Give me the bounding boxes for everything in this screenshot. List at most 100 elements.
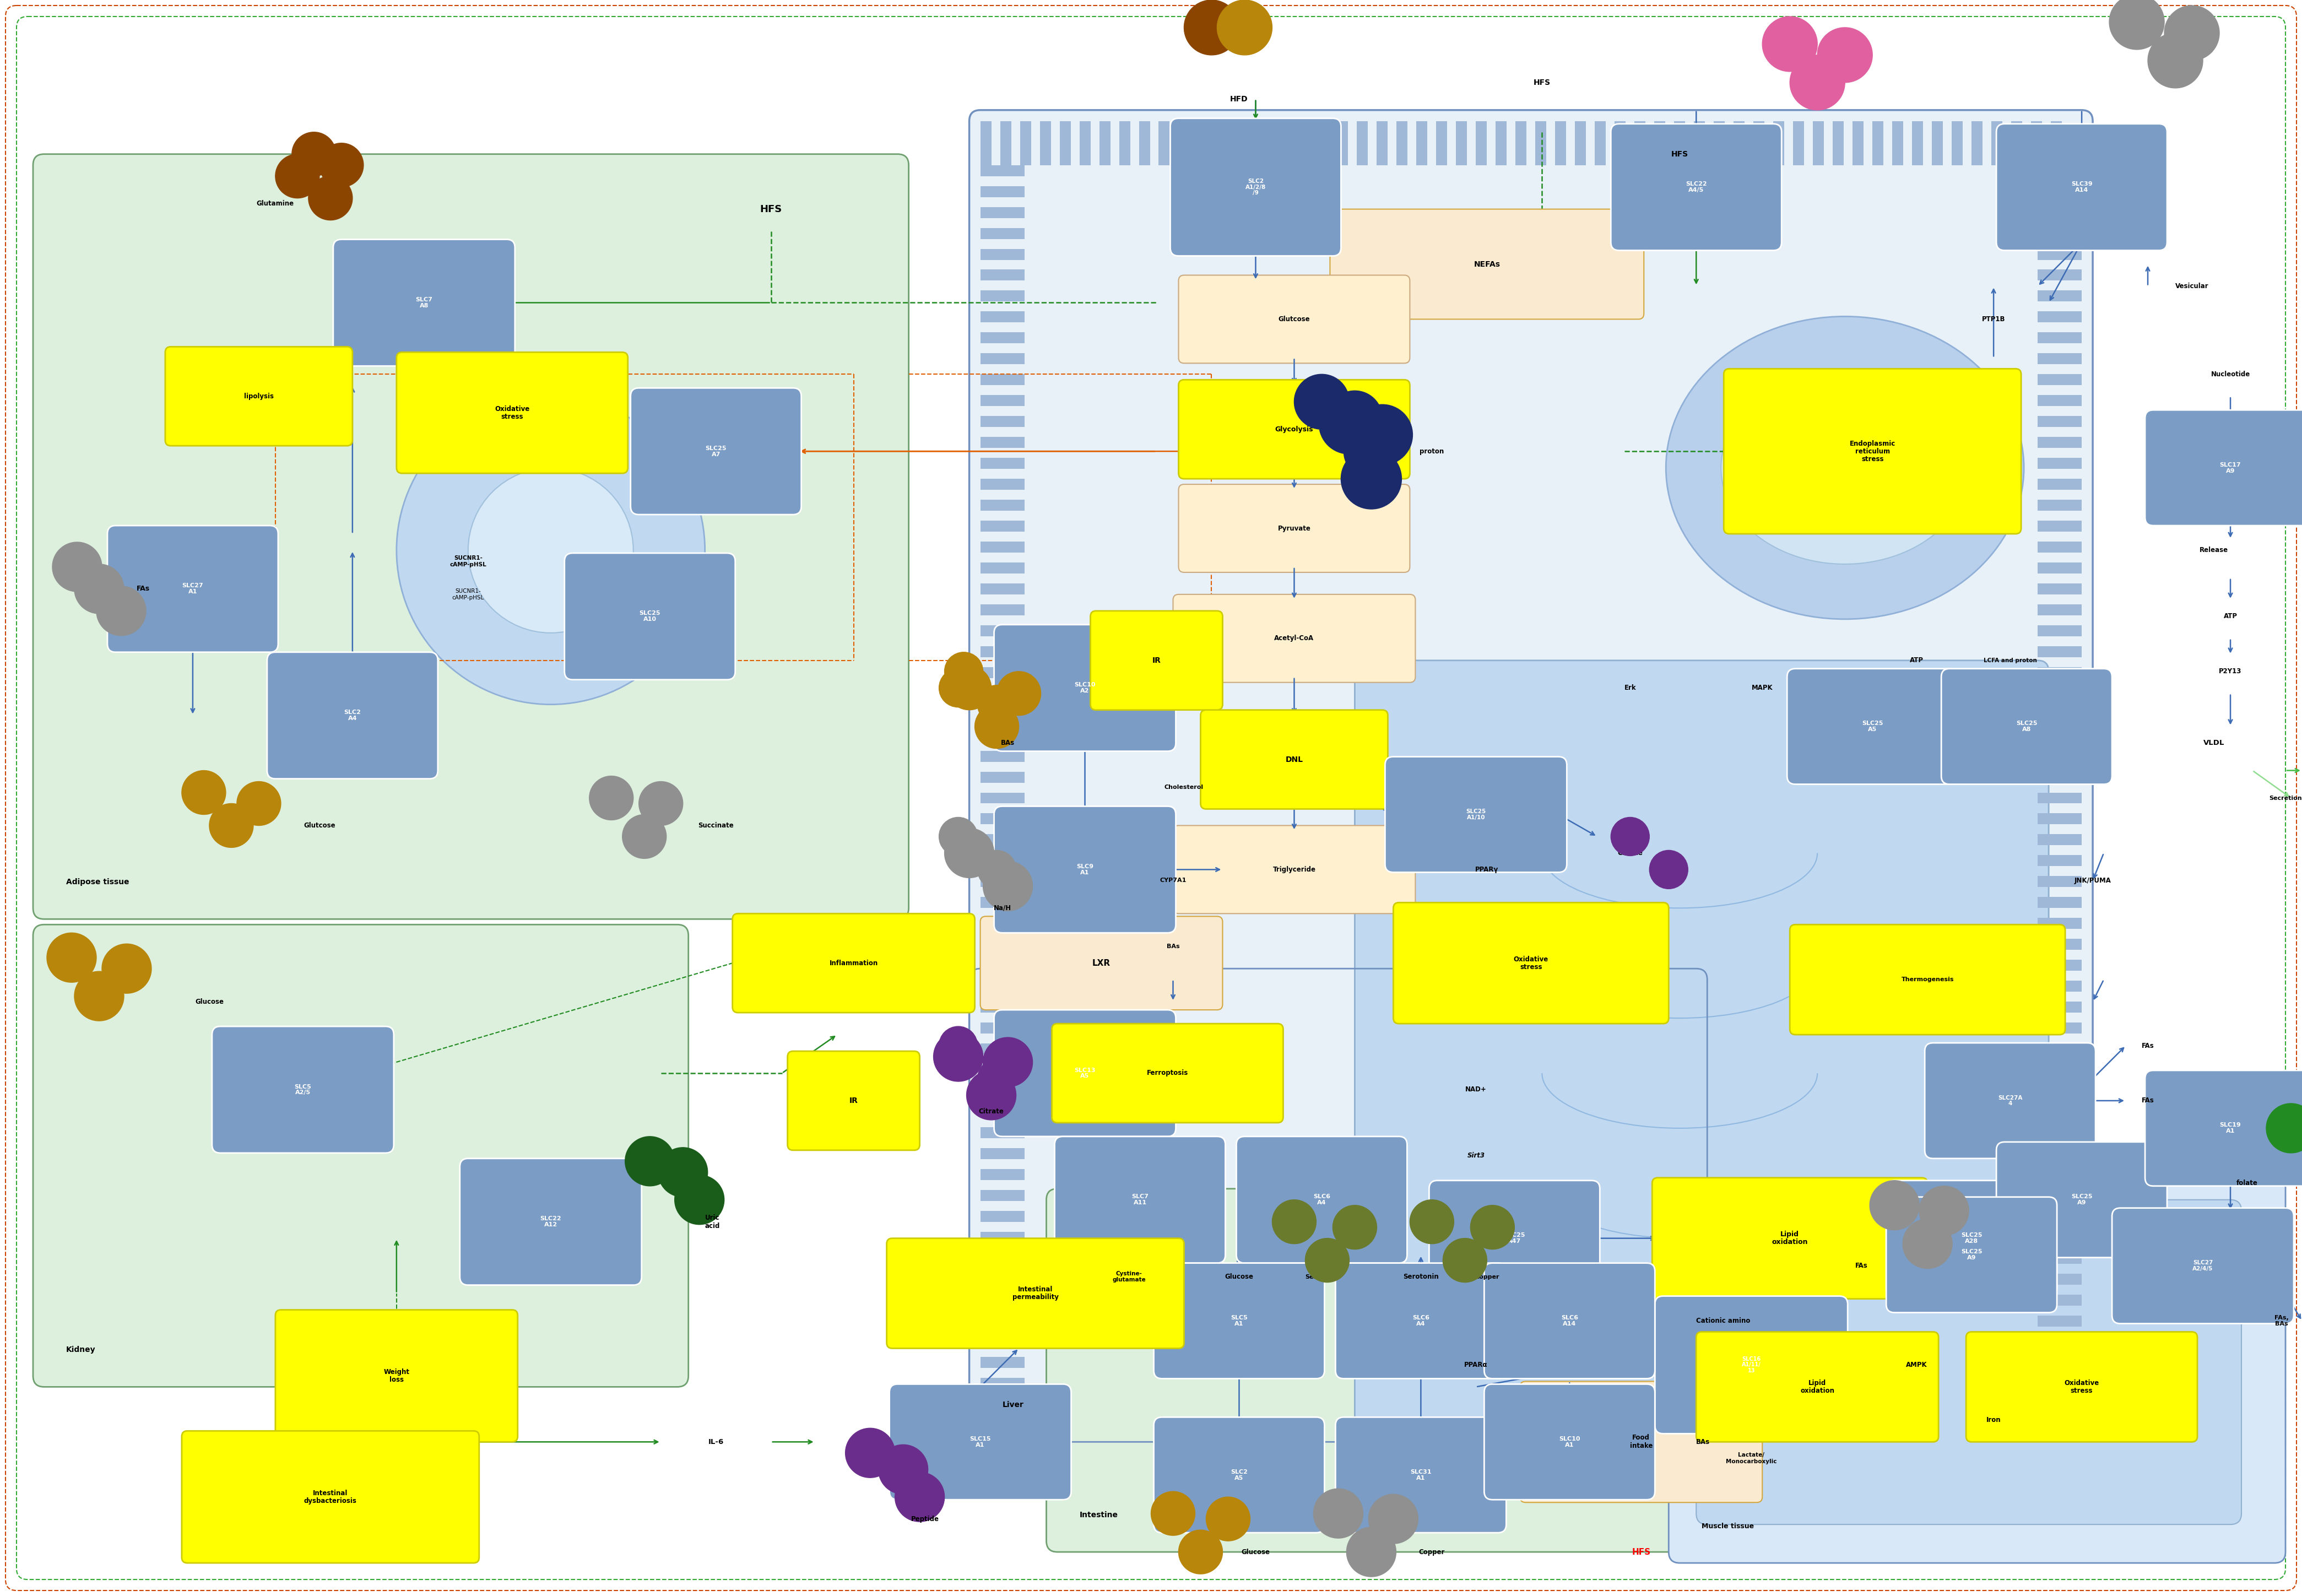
Circle shape [1443, 1238, 1487, 1282]
Bar [981, 541, 1024, 552]
Text: CYP7A1: CYP7A1 [1160, 878, 1186, 883]
Bar [981, 605, 1024, 616]
Text: SLC27
A1: SLC27 A1 [182, 583, 203, 595]
Circle shape [74, 972, 124, 1021]
Circle shape [1314, 1489, 1363, 1539]
Text: Glutamine: Glutamine [256, 199, 295, 207]
Text: SLC25
A1/10: SLC25 A1/10 [1466, 809, 1485, 820]
Bar [981, 1023, 1024, 1034]
Circle shape [2109, 0, 2164, 49]
FancyBboxPatch shape [182, 1432, 479, 1562]
FancyBboxPatch shape [1386, 757, 1568, 873]
Bar [2037, 646, 2081, 658]
Circle shape [1651, 851, 1687, 889]
Circle shape [946, 666, 992, 710]
Bar [981, 290, 1024, 302]
Text: proton: proton [1420, 448, 1443, 455]
Text: SLC25
A9: SLC25 A9 [1961, 1250, 1982, 1261]
FancyBboxPatch shape [1655, 1296, 1849, 1433]
Circle shape [1151, 1491, 1195, 1535]
Bar [1872, 121, 1883, 164]
FancyBboxPatch shape [2145, 1071, 2302, 1186]
Bar [2037, 750, 2081, 761]
Bar [981, 520, 1024, 531]
Text: IL-6: IL-6 [709, 1438, 723, 1446]
Text: Lipid
oxidation: Lipid oxidation [1773, 1231, 1807, 1246]
Bar [1595, 121, 1607, 164]
Text: SLC6
A4: SLC6 A4 [1312, 1194, 1331, 1205]
Text: Triglyceride: Triglyceride [1273, 867, 1317, 873]
Circle shape [1869, 1181, 1920, 1231]
Bar [1634, 121, 1646, 164]
Circle shape [1179, 1531, 1222, 1574]
Bar [2037, 396, 2081, 405]
Bar [981, 311, 1024, 322]
Circle shape [1294, 373, 1349, 429]
Bar [2037, 187, 2081, 196]
FancyBboxPatch shape [1054, 1136, 1225, 1262]
Bar [2037, 835, 2081, 846]
Text: SUCNR1-
cAMP-pHSL: SUCNR1- cAMP-pHSL [449, 555, 486, 567]
Circle shape [1319, 394, 1379, 453]
Circle shape [2265, 1103, 2302, 1152]
Bar [2037, 1148, 2081, 1159]
Bar [981, 353, 1024, 364]
Text: Liver: Liver [1001, 1401, 1024, 1409]
Bar [2037, 1002, 2081, 1012]
Text: Cholesterol: Cholesterol [1165, 784, 1204, 790]
FancyBboxPatch shape [1669, 1144, 2286, 1562]
FancyBboxPatch shape [994, 806, 1176, 932]
Bar [2037, 584, 2081, 594]
Circle shape [978, 685, 1015, 723]
Text: SLC2
A5: SLC2 A5 [1232, 1470, 1248, 1481]
Text: HFS: HFS [1632, 1548, 1651, 1556]
Text: Food
intake: Food intake [1630, 1435, 1653, 1449]
Text: Serotonin: Serotonin [1305, 1274, 1337, 1280]
Circle shape [879, 1444, 928, 1494]
Text: SLC25
A9: SLC25 A9 [2072, 1194, 2093, 1205]
Text: SLC13
A5: SLC13 A5 [1075, 1068, 1096, 1079]
Text: Inflammation: Inflammation [829, 959, 877, 967]
Bar [1713, 121, 1724, 164]
FancyBboxPatch shape [1885, 1197, 2058, 1312]
Text: Carnitine: Carnitine [1828, 51, 1862, 59]
Bar [2037, 249, 2081, 260]
FancyBboxPatch shape [1966, 1331, 2198, 1441]
Bar [1655, 121, 1664, 164]
Text: Release: Release [2198, 547, 2228, 554]
Bar [1059, 121, 1070, 164]
Bar [981, 1400, 1024, 1409]
Bar [2037, 311, 2081, 322]
Bar [1139, 121, 1151, 164]
Text: MAPK: MAPK [1752, 685, 1773, 691]
Bar [1971, 121, 1982, 164]
FancyBboxPatch shape [1885, 1181, 2058, 1296]
Circle shape [97, 586, 145, 635]
Text: SLC10
A1: SLC10 A1 [1558, 1436, 1579, 1448]
Bar [981, 1274, 1024, 1285]
Text: Intestinal
dysbacteriosis: Intestinal dysbacteriosis [304, 1489, 357, 1505]
Bar [1397, 121, 1407, 164]
Text: FAs: FAs [1855, 1262, 1867, 1269]
FancyBboxPatch shape [108, 525, 279, 653]
Bar [1218, 121, 1229, 164]
Circle shape [308, 176, 352, 220]
Text: Copper: Copper [1418, 1548, 1446, 1556]
Ellipse shape [1722, 372, 1968, 563]
FancyBboxPatch shape [1052, 1023, 1282, 1122]
Circle shape [983, 862, 1034, 911]
Circle shape [1333, 1205, 1377, 1250]
FancyBboxPatch shape [1179, 380, 1409, 479]
Text: Glutcose: Glutcose [1278, 316, 1310, 322]
Text: AMPK: AMPK [1906, 1361, 1927, 1368]
Text: Uric
acid: Uric acid [704, 1215, 721, 1229]
Text: BAs: BAs [1001, 739, 1015, 747]
Text: LXR: LXR [1093, 959, 1110, 967]
Bar [2037, 1400, 2081, 1409]
Circle shape [1218, 0, 1273, 54]
Bar [981, 270, 1024, 281]
Text: IR: IR [1151, 656, 1160, 664]
Text: SLC5
A2/5: SLC5 A2/5 [295, 1084, 311, 1095]
FancyBboxPatch shape [564, 554, 734, 680]
Circle shape [939, 1026, 978, 1065]
